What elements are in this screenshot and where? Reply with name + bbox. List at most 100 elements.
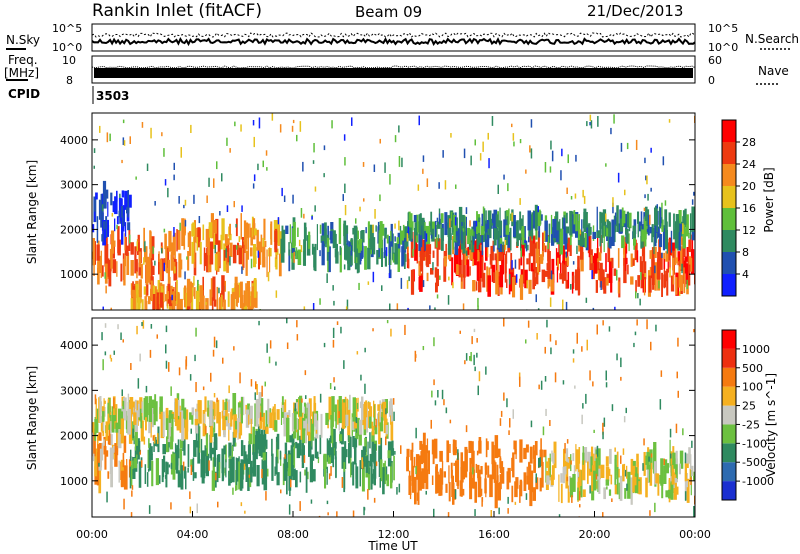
power-echo (355, 248, 358, 259)
velocity-echo (244, 510, 246, 514)
power-echo (186, 256, 188, 260)
velocity-echo (261, 385, 263, 397)
power-echo (331, 120, 333, 129)
velocity-echo (248, 474, 251, 478)
velocity-cell (532, 487, 536, 501)
power-echo (206, 195, 208, 203)
power-cell (512, 277, 516, 298)
power-cell (449, 233, 452, 240)
power-echo (253, 136, 255, 148)
velocity-echo (476, 338, 478, 343)
velocity-cell (239, 463, 243, 491)
power-cell (147, 256, 151, 282)
velocity-echo (189, 506, 192, 514)
power-cell (347, 246, 351, 271)
velocity-echo (441, 389, 444, 400)
velocity-cell (373, 404, 376, 431)
power-echo (589, 114, 592, 121)
velocity-cell (581, 460, 586, 481)
power-echo (257, 163, 259, 171)
power-cell (406, 252, 409, 265)
x-tick-label: 12:00 (378, 528, 410, 541)
power-cell (208, 222, 213, 238)
velocity-cell (229, 459, 232, 484)
power-cell (661, 219, 664, 232)
power-cell (686, 214, 689, 235)
velocity-cell (344, 441, 347, 469)
power-echo (447, 241, 450, 250)
power-echo (493, 245, 495, 252)
power-cell (111, 230, 115, 254)
power-cell (673, 213, 675, 240)
power-cell (121, 190, 125, 198)
velocity-cell (514, 440, 517, 455)
power-cell (263, 218, 266, 241)
velocity-echo (205, 425, 207, 435)
power-echo (345, 306, 348, 310)
velocity-cell (562, 466, 565, 484)
velocity-cell (410, 449, 413, 461)
power-cell (556, 267, 559, 283)
power-echo (650, 147, 652, 153)
velocity-echo (589, 485, 591, 494)
velocity-cell (514, 481, 518, 498)
power-echo (122, 215, 124, 227)
power-cell (472, 280, 476, 292)
velocity-cell (225, 444, 227, 463)
power-cell (663, 274, 666, 288)
velocity-echo (102, 422, 105, 431)
velocity-cell (339, 434, 343, 442)
power-echo (359, 206, 361, 212)
power-cell (440, 213, 444, 223)
power-echo (452, 227, 454, 233)
power-cell (156, 296, 159, 310)
velocity-echo (301, 398, 303, 403)
power-cell (668, 239, 670, 261)
velocity-cell (593, 456, 597, 480)
velocity-echo (122, 339, 124, 343)
power-cell (496, 247, 499, 272)
velocity-cell (98, 467, 102, 494)
velocity-cell (275, 456, 278, 475)
power-echo (225, 248, 227, 258)
power-cell (199, 293, 203, 310)
power-cell (632, 259, 635, 266)
velocity-cell (258, 392, 262, 419)
velocity-echo (168, 464, 171, 468)
power-echo (677, 218, 679, 223)
velocity-echo (338, 411, 340, 418)
velocity-cell (543, 449, 547, 458)
power-cell (599, 211, 602, 229)
velocity-echo (579, 491, 581, 501)
velocity-cell (368, 406, 373, 417)
power-cell (126, 247, 129, 255)
power-cell (220, 234, 223, 250)
power-cell (295, 247, 298, 259)
velocity-cell (283, 417, 286, 437)
power-cell (242, 237, 245, 251)
power-cell (138, 279, 142, 298)
power-echo (436, 217, 439, 222)
power-cell (408, 213, 413, 239)
velocity-echo (393, 411, 395, 421)
power-echo (377, 221, 380, 231)
velocity-cell (290, 445, 294, 463)
power-echo (136, 241, 138, 252)
power-echo (509, 274, 511, 285)
velocity-cell (300, 412, 304, 440)
velocity-cell (456, 458, 460, 486)
power-cell (191, 241, 194, 264)
velocity-cell (439, 450, 443, 462)
velocity-cell (608, 489, 612, 496)
velocity-cell (659, 475, 662, 484)
power-echo (488, 158, 490, 169)
power-cell (378, 241, 382, 259)
velocity-cell (519, 439, 523, 463)
velocity-cell (350, 457, 352, 478)
velocity-echo (266, 343, 268, 353)
velocity-cell (511, 485, 514, 503)
power-echo (302, 161, 304, 172)
velocity-echo (195, 327, 197, 337)
power-echo (184, 271, 186, 280)
freq-unit-label: [MHz] (4, 66, 39, 80)
